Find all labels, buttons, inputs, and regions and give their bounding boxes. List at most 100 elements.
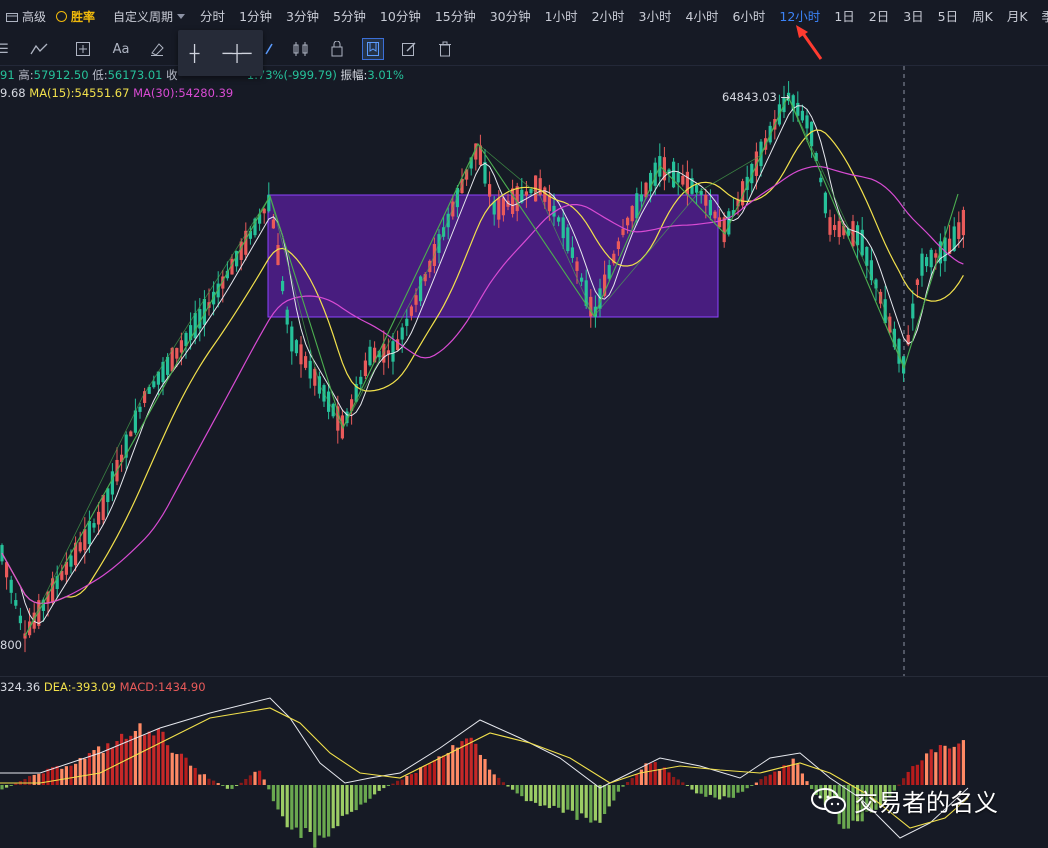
macd-bar [612, 785, 616, 801]
macd-bar [621, 785, 625, 787]
macd-bar [428, 763, 432, 785]
period-tab[interactable]: 5分钟 [332, 9, 366, 24]
period-tab[interactable]: 1分钟 [239, 9, 273, 24]
candle-body [915, 279, 919, 285]
period-tab[interactable]: 2日 [868, 9, 890, 24]
zigzag-line [24, 94, 959, 637]
period-tab[interactable]: 1日 [834, 9, 855, 24]
period-tab[interactable]: 1小时 [544, 9, 578, 24]
candle-body [589, 296, 593, 317]
period-tab[interactable]: 周K [972, 9, 993, 24]
period-tab[interactable]: 6小时 [732, 9, 766, 24]
crosshair-box-icon[interactable] [72, 38, 94, 60]
candle-body [414, 295, 418, 305]
candle-body [750, 163, 754, 184]
candles-icon[interactable] [290, 38, 312, 60]
macd-bar [722, 785, 726, 797]
macd-bar [396, 780, 400, 785]
candle-body [216, 283, 220, 298]
period-tab[interactable]: 月K [1006, 9, 1028, 24]
period-tab[interactable]: 5日 [937, 9, 959, 24]
watermark-text: 交易者的名义 [854, 789, 998, 817]
price-chart[interactable]: 64843.03 → 800 [0, 66, 1048, 676]
macd-bar [87, 753, 91, 785]
macd-bar [718, 785, 722, 800]
vertical-line-icon[interactable]: ┼ [189, 43, 200, 63]
candle-body [865, 246, 869, 266]
candle-body [828, 217, 832, 235]
candle-body [147, 386, 151, 394]
candle-body [469, 157, 473, 169]
ma30-label: MA(30): [133, 86, 179, 100]
menu-icon[interactable]: ☰ [0, 41, 9, 57]
period-tab[interactable]: 15分钟 [434, 9, 476, 24]
macd-bar [644, 763, 648, 785]
macd-bar [317, 785, 321, 836]
candle-body [120, 454, 124, 463]
bookmark-icon[interactable] [362, 38, 384, 60]
candle-body [488, 184, 492, 197]
candle-body [607, 265, 611, 279]
period-tab[interactable]: 分时 [200, 9, 226, 24]
macd-bar [212, 780, 216, 785]
candle-body [248, 230, 252, 239]
macd-bar [189, 765, 193, 785]
macd-bar [952, 746, 956, 785]
candle-body [584, 280, 588, 306]
period-tab[interactable]: 30分钟 [489, 9, 531, 24]
macd-bar [782, 765, 786, 785]
candle-body [313, 368, 317, 386]
macd-bar [639, 769, 643, 785]
macd-bar [202, 774, 206, 785]
lock-icon[interactable] [326, 38, 348, 60]
candle-body [708, 199, 712, 216]
macd-bar [557, 785, 561, 808]
candle-body [961, 209, 965, 236]
custom-period-dropdown[interactable]: 自定义周期 [105, 8, 193, 25]
candle-body [704, 194, 708, 206]
candle-body [175, 347, 179, 359]
candle-body [906, 334, 910, 345]
watermark: 交易者的名义 [810, 783, 998, 818]
amplitude-value: 3.01% [367, 68, 404, 82]
macd-bar [607, 785, 611, 807]
eraser-icon[interactable] [146, 38, 168, 60]
win-rate-button[interactable]: 胜率 [54, 8, 105, 25]
candle-body [455, 187, 459, 208]
macd-bar [879, 785, 883, 808]
macd-bar [810, 785, 814, 789]
macd-bar [552, 785, 556, 806]
macd-chart[interactable] [0, 678, 1048, 848]
ruler-icon[interactable] [258, 38, 280, 60]
candle-body [354, 384, 358, 402]
horizontal-line-icon[interactable]: ─┼─ [222, 43, 252, 63]
candle-body [754, 151, 758, 176]
candle-body [948, 238, 952, 254]
period-tab[interactable]: 10分钟 [379, 9, 421, 24]
candle-body [106, 488, 110, 503]
candle-body [727, 211, 731, 235]
trend-line-icon[interactable] [28, 38, 50, 60]
candle-body [110, 471, 114, 495]
period-tab[interactable]: 季K [1035, 0, 1048, 33]
macd-bar [23, 779, 27, 785]
period-tab[interactable]: 3小时 [638, 9, 672, 24]
macd-bar [382, 785, 386, 789]
advanced-button[interactable]: 高级 [0, 8, 54, 25]
period-tab[interactable]: 4小时 [685, 9, 719, 24]
ma30-value: 54280.39 [178, 86, 234, 100]
macd-bar [221, 785, 225, 786]
period-tab[interactable]: 12小时 [779, 9, 821, 24]
candle-body [741, 181, 745, 206]
edit-note-icon[interactable] [398, 38, 420, 60]
trash-icon[interactable] [434, 38, 456, 60]
macd-bar [566, 785, 570, 810]
period-tab[interactable]: 2小时 [591, 9, 625, 24]
macd-bar [64, 766, 68, 785]
text-tool-icon[interactable]: Aa [112, 41, 130, 57]
candle-body [170, 348, 174, 372]
macd-bar [957, 743, 961, 785]
period-tab[interactable]: 3日 [903, 9, 924, 24]
macd-bar [529, 785, 533, 802]
period-tab[interactable]: 3分钟 [286, 9, 319, 24]
